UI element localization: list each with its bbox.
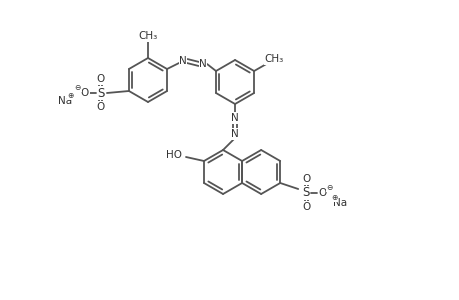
Text: HO: HO <box>166 150 182 160</box>
Text: ⊕: ⊕ <box>67 91 74 100</box>
Text: N: N <box>199 59 207 69</box>
Text: N: N <box>179 56 186 66</box>
Text: O: O <box>302 174 310 184</box>
Text: Na: Na <box>58 96 72 106</box>
Text: S: S <box>302 187 309 200</box>
Text: ⊖: ⊖ <box>325 182 332 191</box>
Text: ⊖: ⊖ <box>75 82 81 91</box>
Text: ⊕: ⊕ <box>330 193 336 202</box>
Text: O: O <box>302 202 310 212</box>
Text: Na: Na <box>332 198 347 208</box>
Text: O: O <box>96 102 105 112</box>
Text: CH₃: CH₃ <box>138 31 157 41</box>
Text: O: O <box>317 188 325 198</box>
Text: CH₃: CH₃ <box>264 54 283 64</box>
Text: N: N <box>231 129 238 139</box>
Text: S: S <box>97 86 104 100</box>
Text: O: O <box>96 74 105 84</box>
Text: O: O <box>81 88 89 98</box>
Text: N: N <box>231 113 238 123</box>
